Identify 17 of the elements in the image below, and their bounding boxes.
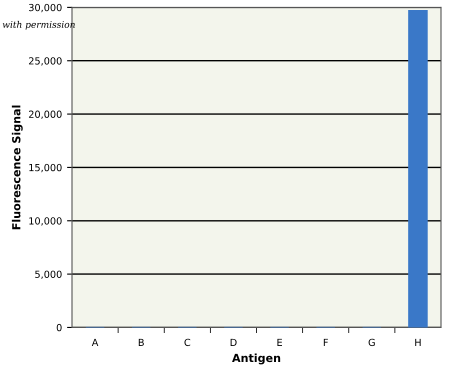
- y-tick-label: 25,000: [28, 57, 62, 66]
- y-tick-label: 10,000: [29, 217, 62, 226]
- x-tick-label: A: [92, 338, 98, 346]
- y-tick-label: 30,000: [29, 4, 62, 12]
- y-tick-label: 0: [56, 324, 62, 332]
- x-tick-label: F: [324, 338, 328, 346]
- x-tick-label: C: [184, 338, 190, 346]
- y-axis-title: Fluorescence Signal: [12, 106, 23, 230]
- y-tick-label: 15,000: [29, 164, 62, 172]
- x-tick-label: H: [415, 338, 421, 346]
- x-tick-label: E: [277, 338, 282, 346]
- y-tick-label: 20,000: [28, 110, 62, 119]
- x-tick-label: G: [368, 338, 375, 346]
- x-tick-label: D: [230, 338, 237, 346]
- x-tick-label: B: [138, 338, 144, 346]
- y-tick-label: 5,000: [35, 270, 62, 279]
- x-axis-title: Antigen: [232, 354, 280, 364]
